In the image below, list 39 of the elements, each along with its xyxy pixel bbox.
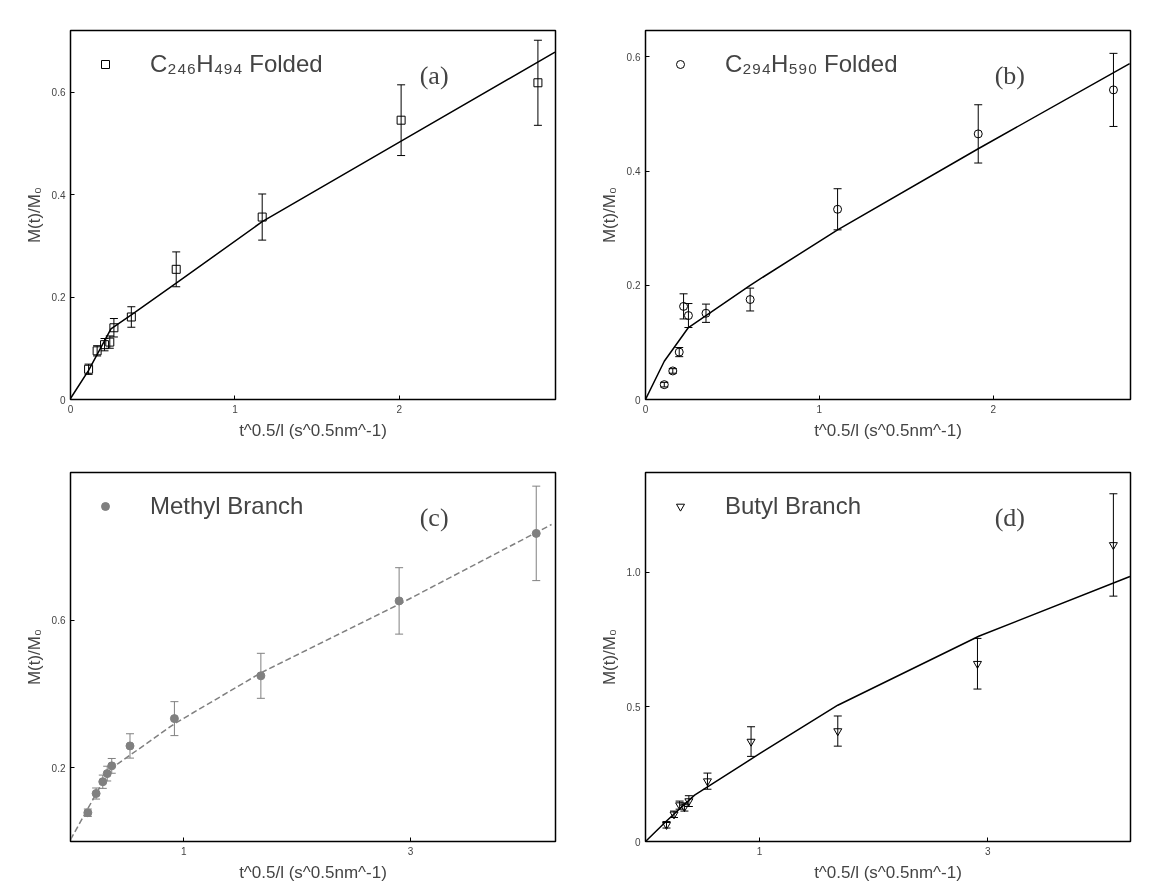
legend-label: C₂₄₆H₄₉₄ Folded [150, 50, 323, 78]
y-tick-label: 0.6 [51, 615, 66, 627]
x-axis-title: t^0.5/l (s^0.5nm^-1) [239, 420, 387, 440]
annotation: (a) [419, 60, 449, 90]
y-tick-label: 0.4 [51, 189, 66, 201]
x-tick-label: 1 [181, 845, 188, 857]
x-axis-title: t^0.5/l (s^0.5nm^-1) [814, 420, 962, 440]
y-tick-label: 0.6 [626, 51, 641, 63]
y-tick-label: 0 [634, 394, 641, 406]
y-tick-label: 0.2 [626, 280, 641, 292]
x-axis-title: t^0.5/l (s^0.5nm^-1) [814, 862, 962, 882]
y-tick-label: 0 [59, 394, 66, 406]
annotation: (c) [419, 502, 449, 532]
legend-label: Methyl Branch [150, 492, 304, 520]
y-axis-title: M(t)/M₀ [24, 186, 44, 244]
x-tick-label: 3 [407, 845, 414, 857]
legend-label: C₂₉₄H₅₉₀ Folded [725, 50, 898, 78]
x-tick-label: 1 [756, 845, 763, 857]
y-tick-label: 0.2 [51, 762, 66, 774]
y-tick-label: 0 [634, 836, 641, 848]
x-tick-label: 2 [396, 403, 403, 415]
y-axis-title: M(t)/M₀ [599, 628, 619, 686]
y-axis-title: M(t)/M₀ [24, 628, 44, 686]
y-tick-label: 0.6 [51, 87, 66, 98]
y-tick-label: 0.2 [51, 292, 66, 303]
y-tick-label: 1.0 [626, 567, 641, 579]
annotation: (d) [994, 502, 1026, 532]
x-tick-label: 1 [816, 403, 823, 415]
x-tick-label: 1 [232, 403, 239, 415]
annotation: (b) [994, 60, 1026, 90]
x-tick-label: 2 [990, 403, 997, 415]
x-axis-title: t^0.5/l (s^0.5nm^-1) [239, 862, 387, 882]
y-tick-label: 0.5 [626, 701, 641, 713]
x-tick-label: 3 [985, 845, 992, 857]
y-tick-label: 0.4 [626, 166, 641, 178]
legend-label: Butyl Branch [725, 492, 862, 520]
y-axis-title: M(t)/M₀ [599, 186, 619, 244]
x-tick-label: 0 [67, 403, 74, 415]
x-tick-label: 0 [642, 403, 649, 415]
